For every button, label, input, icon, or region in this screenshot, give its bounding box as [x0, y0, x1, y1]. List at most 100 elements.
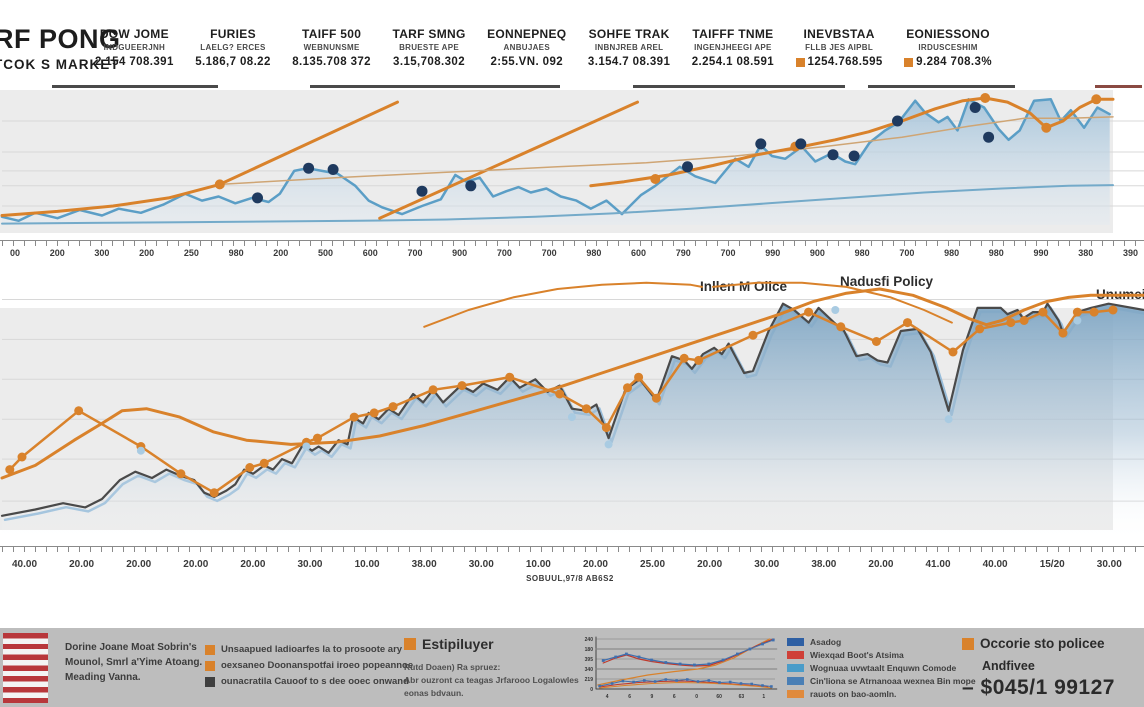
x-tick-label: 900: [452, 248, 468, 258]
bottom-chart-x-axis-title: SOBUUL,97/8 AB6S2: [526, 574, 614, 583]
x-tick-label: 980: [586, 248, 602, 258]
svg-text:219: 219: [585, 677, 594, 683]
x-tick-label: 380: [1078, 248, 1094, 258]
chart-top-border-segment: [310, 85, 560, 88]
x-tick-label: 00: [10, 248, 21, 258]
legend-swatch-icon: [404, 638, 416, 650]
ticker-item[interactable]: SOHFE TRAK INBNJREB AREL 3.154.7 08.391: [588, 27, 670, 68]
ticker-name: TAIFFF TNME: [692, 27, 774, 41]
bottom-chart-x-axis-labels: 40.00 20.00 20.00 20.00 20.00 30.00 10.00 38.00…: [12, 559, 1122, 570]
footer-employer-section: Estipiluyer Rutd Doaen) Ra spruez: Abr ou…: [404, 636, 579, 700]
x-tick-label: 10.00: [354, 559, 380, 570]
x-tick-label: 20.00: [868, 559, 894, 570]
svg-text:240: 240: [585, 637, 594, 643]
chart-top-border-segment: [1095, 85, 1142, 88]
ticker-item[interactable]: TARF SMNG BRUESTE APE 3.15,708.302: [392, 27, 465, 68]
svg-text:180: 180: [585, 647, 594, 653]
x-tick-label: 700: [720, 248, 736, 258]
legend-label: Wognuaa uvwtaalt Enquwn Comode: [810, 663, 957, 673]
price-heading-row: Occorie sto policee: [962, 636, 1115, 651]
x-tick-label: 30.00: [754, 559, 780, 570]
legend-swatch-icon: [787, 664, 804, 672]
top-chart-canvas: [0, 90, 1144, 233]
ticker-item[interactable]: DOW JOME INDGUEERJNH 2.154 708.391: [95, 27, 174, 68]
legend-item: Asadog: [787, 637, 976, 647]
ticker-item[interactable]: INEVBSTAA FLLB JES AIPBL 1254.768.595: [795, 27, 883, 68]
ticker-marker-icon: [795, 57, 805, 67]
x-tick-label: 20.00: [697, 559, 723, 570]
ticker-value-text: 3.154.7 08.391: [587, 56, 671, 68]
svg-text:6: 6: [673, 694, 676, 700]
x-tick-label: 20.00: [183, 559, 209, 570]
ticker-value-text: 3.15,708.302: [393, 56, 465, 68]
legend-item: Wognuaa uvwtaalt Enquwn Comode: [787, 663, 976, 673]
svg-text:63: 63: [739, 694, 745, 700]
ticker-value: 8.135.708 372: [292, 56, 371, 68]
x-tick-label: 200: [273, 248, 289, 258]
x-tick-label: 20.00: [126, 559, 152, 570]
legend-swatch-icon: [205, 644, 215, 655]
ticker-value: 3.15,708.302: [392, 56, 465, 68]
x-tick-label: 990: [765, 248, 781, 258]
ticker-value-text: 2.254.1 08.591: [691, 56, 775, 68]
x-tick-label: 10.00: [525, 559, 551, 570]
ticker-value-text: 2.154 708.391: [95, 56, 174, 68]
ticker-item[interactable]: TAIFFF TNME INGENJHEEGI APE 2.254.1 08.5…: [692, 27, 774, 68]
bottom-chart-canvas: [0, 281, 1144, 541]
ticker-item[interactable]: FURIES LAELG? ERCES 5.186,7 08.22: [195, 27, 271, 68]
bottom-chart-x-axis-line: [0, 546, 1144, 547]
x-tick-label: 600: [362, 248, 378, 258]
ticker-subtitle: INDGUEERJNH: [103, 43, 166, 52]
ticker-item[interactable]: EONIESSONO IRDUSCESHIM 9.284 708.3%: [904, 27, 992, 68]
ticker-subtitle: INGENJHEEGI APE: [694, 43, 772, 52]
employer-heading-row: Estipiluyer: [404, 636, 579, 652]
legend-label: Wiexqad Boot's Atsima: [810, 650, 904, 660]
x-tick-label: 700: [407, 248, 423, 258]
ticker-value-text: 5.186,7 08.22: [195, 56, 271, 68]
ticker-name: EONIESSONO: [906, 27, 990, 41]
x-tick-label: 900: [809, 248, 825, 258]
svg-text:60: 60: [716, 694, 722, 700]
x-tick-label: 20.00: [240, 559, 266, 570]
ticker-name: TAIFF 500: [302, 27, 362, 41]
masthead: RF PONG TCOK S MARKET: [0, 24, 254, 72]
ticker-subtitle: ANBUJAES: [503, 43, 550, 52]
ticker-value-text: 1254.768.595: [807, 56, 883, 68]
ticker-value: 2.154 708.391: [95, 56, 174, 68]
svg-text:4: 4: [606, 694, 609, 700]
legend-swatch-icon: [787, 677, 804, 685]
x-tick-label: 30.00: [297, 559, 323, 570]
svg-text:0: 0: [695, 694, 698, 700]
x-tick-label: 200: [49, 248, 65, 258]
x-tick-label: 41.00: [925, 559, 951, 570]
x-tick-label: 30.00: [468, 559, 494, 570]
ticker-value: 2:55.VN. 092: [487, 56, 566, 68]
x-tick-label: 390: [1122, 248, 1138, 258]
x-tick-label: 790: [675, 248, 691, 258]
footer-legend-series: Asadog Wiexqad Boot's Atsima Wognuaa uvw…: [787, 637, 976, 699]
svg-text:0: 0: [590, 687, 593, 693]
price-heading: Occorie sto policee: [980, 636, 1105, 651]
ticker-value: 3.154.7 08.391: [588, 56, 670, 68]
x-tick-label: 15/20: [1039, 559, 1065, 570]
x-tick-label: 25.00: [640, 559, 666, 570]
ticker-value-text: 9.284 708.3%: [916, 56, 992, 68]
top-chart-x-axis-ticks: [2, 241, 1142, 246]
employer-body-line: Abr ouzront ca teagas Jrfarooo Logalowle…: [404, 675, 579, 685]
legend-label: Asadog: [810, 637, 842, 647]
ticker-name: TARF SMNG: [392, 27, 466, 41]
ticker-item[interactable]: EONNEPNEQ ANBUJAES 2:55.VN. 092: [487, 27, 566, 68]
ticker-subtitle: INBNJREB AREL: [594, 43, 664, 52]
price-subheading: Andfivee: [982, 659, 1035, 673]
employer-body-line: Rutd Doaen) Ra spruez:: [404, 662, 501, 672]
x-tick-label: 20.00: [69, 559, 95, 570]
x-tick-label: 600: [631, 248, 647, 258]
footer-note-line: Mounol, Smrl a'Yime Atoang.: [65, 657, 203, 668]
x-tick-label: 40.00: [982, 559, 1008, 570]
x-tick-label: 40.00: [12, 559, 38, 570]
legend-swatch-icon: [787, 651, 804, 659]
footer-note-line: Dorine Joane Moat Sobrin's: [65, 642, 197, 653]
svg-text:340: 340: [585, 667, 594, 673]
ticker-item[interactable]: TAIFF 500 WEBNUNSME 8.135.708 372: [292, 27, 371, 68]
ticker-marker-icon: [904, 57, 914, 67]
